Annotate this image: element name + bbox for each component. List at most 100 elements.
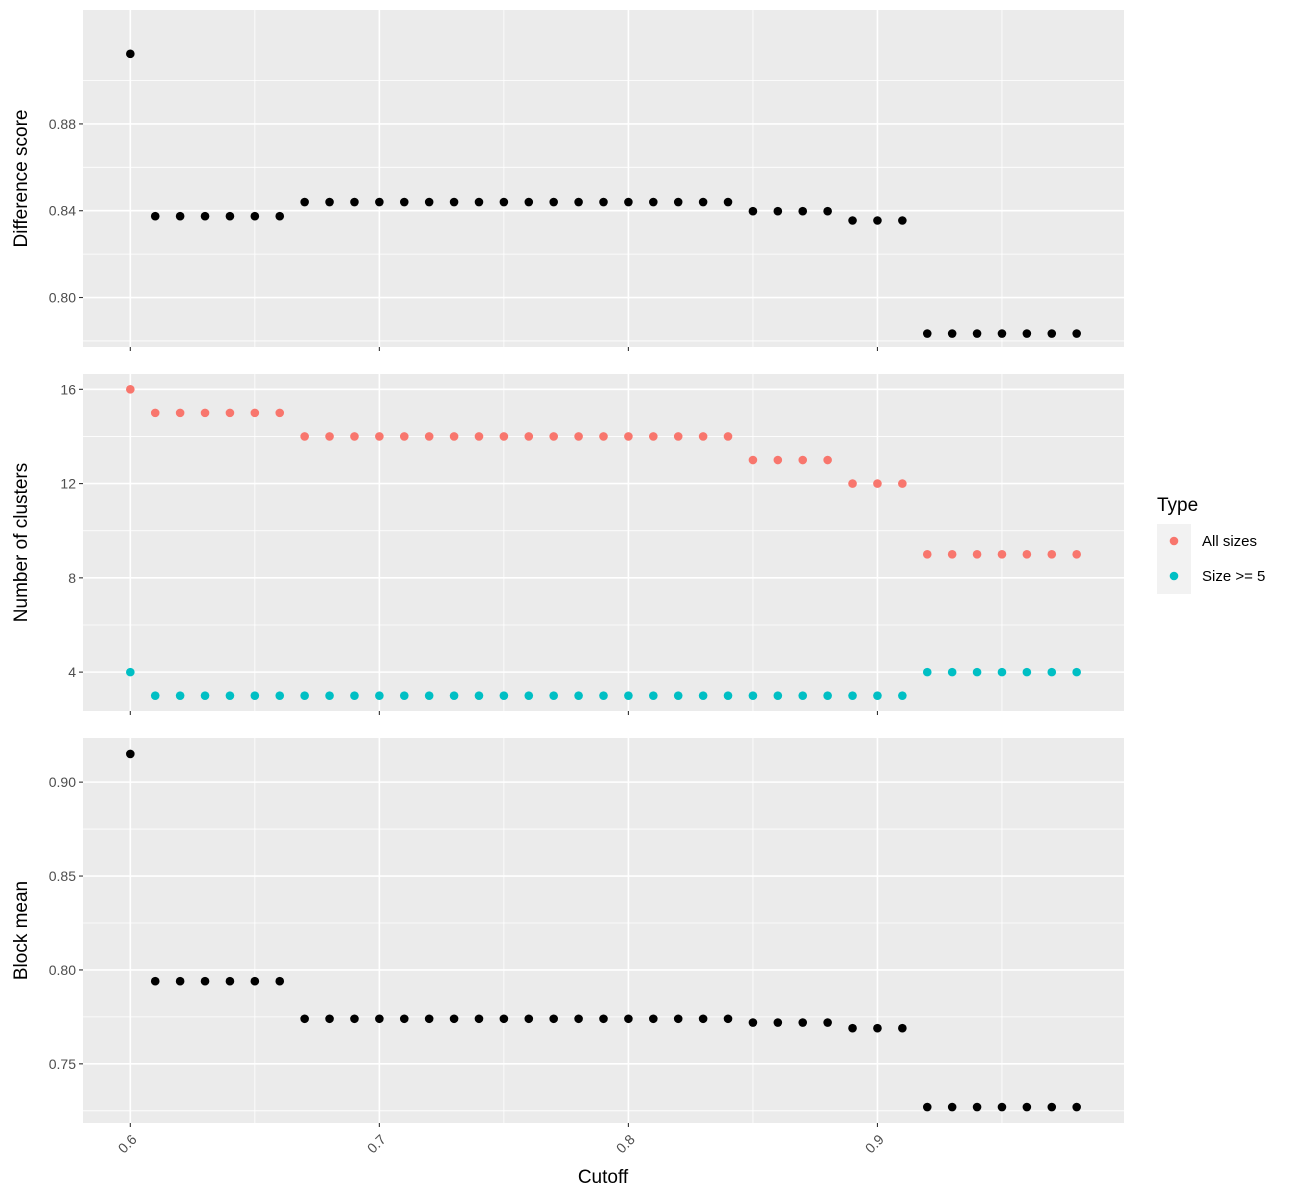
- data-point: [898, 1023, 907, 1033]
- data-point: [399, 197, 409, 207]
- data-point: [200, 976, 210, 986]
- data-point: [375, 1014, 384, 1024]
- data-point: [748, 455, 758, 465]
- data-point: [947, 1102, 957, 1112]
- y-tick-label: 0.80: [49, 962, 76, 978]
- data-point: [399, 432, 409, 441]
- data-point: [1047, 1102, 1057, 1112]
- data-point: [922, 1102, 932, 1112]
- data-point: [599, 197, 608, 207]
- data-point: [524, 432, 534, 441]
- data-point: [574, 432, 583, 441]
- data-point: [873, 479, 882, 488]
- gridlines: [83, 10, 1124, 347]
- data-point: [823, 691, 832, 700]
- y-tick-label: 0.75: [49, 1056, 76, 1072]
- data-point: [997, 667, 1007, 677]
- data-point: [126, 49, 135, 59]
- data-point: [748, 691, 758, 700]
- data-point: [549, 1014, 558, 1024]
- x-tick-label: 0.7: [364, 1131, 389, 1156]
- data-point: [474, 1014, 484, 1024]
- data-point: [649, 197, 658, 207]
- data-point: [225, 408, 235, 418]
- data-point: [673, 1014, 683, 1024]
- y-axis-title: Number of clusters: [11, 463, 32, 622]
- data-point: [1022, 667, 1032, 677]
- data-point: [723, 197, 733, 207]
- data-point: [997, 1102, 1007, 1112]
- data-point: [873, 691, 882, 700]
- data-point: [126, 749, 135, 759]
- data-point: [449, 432, 459, 441]
- y-axis-title: Block mean: [11, 881, 32, 980]
- data-point: [250, 408, 260, 418]
- y-tick-label: 4: [68, 664, 76, 680]
- data-point: [499, 1014, 509, 1024]
- data-point: [375, 691, 384, 700]
- data-point: [1047, 667, 1057, 677]
- data-point: [325, 432, 334, 441]
- data-point: [549, 432, 558, 441]
- y-tick-label: 12: [60, 476, 76, 492]
- x-tick-label: 0.6: [115, 1131, 140, 1156]
- data-point: [972, 549, 982, 559]
- data-point: [649, 691, 658, 700]
- series-1: [126, 49, 1081, 338]
- data-point: [350, 1014, 359, 1024]
- data-point: [350, 432, 359, 441]
- data-point: [723, 1014, 733, 1024]
- legend-key-background: [1157, 524, 1191, 594]
- data-point: [1072, 1102, 1081, 1112]
- data-point: [1022, 1102, 1032, 1112]
- data-point: [773, 1018, 783, 1027]
- data-point: [624, 432, 633, 441]
- legend-key-point: [1169, 571, 1179, 581]
- data-point: [499, 691, 509, 700]
- data-point: [275, 691, 285, 700]
- data-point: [898, 216, 907, 225]
- data-point: [175, 976, 185, 986]
- data-point: [698, 197, 708, 207]
- data-point: [1047, 549, 1057, 559]
- gridlines: [83, 738, 1124, 1123]
- panel-3: 0.75 0.80 0.85 0.90 Block mean: [11, 738, 1124, 1127]
- data-point: [873, 216, 882, 225]
- panel-background: [83, 10, 1124, 347]
- data-point: [275, 211, 285, 221]
- data-point: [723, 691, 733, 700]
- series-1: [126, 749, 1081, 1112]
- data-point: [126, 667, 135, 677]
- x-tick-label: 0.8: [613, 1131, 638, 1156]
- data-point: [574, 691, 583, 700]
- series-2: [126, 667, 1081, 700]
- data-point: [823, 206, 832, 216]
- data-point: [574, 1014, 583, 1024]
- data-point: [673, 432, 683, 441]
- y-tick-label: 0.85: [49, 868, 76, 884]
- y-tick-label: 0.88: [49, 116, 76, 132]
- data-point: [1072, 667, 1081, 677]
- data-point: [922, 549, 932, 559]
- data-point: [175, 691, 185, 700]
- data-point: [798, 455, 808, 465]
- data-point: [898, 479, 907, 488]
- data-point: [673, 197, 683, 207]
- data-point: [250, 976, 260, 986]
- data-point: [474, 691, 484, 700]
- x-axis-title: Cutoff: [578, 1167, 629, 1188]
- panel-background: [83, 374, 1124, 711]
- data-point: [599, 432, 608, 441]
- data-point: [424, 432, 434, 441]
- data-point: [848, 479, 857, 488]
- data-point: [922, 667, 932, 677]
- data-point: [424, 1014, 434, 1024]
- data-point: [275, 976, 285, 986]
- data-point: [798, 206, 808, 216]
- data-point: [599, 691, 608, 700]
- y-tick-label: 0.84: [49, 203, 76, 219]
- data-point: [748, 206, 758, 216]
- panel-2: 4 8 12 16 Number of clusters: [11, 374, 1124, 715]
- data-point: [225, 211, 235, 221]
